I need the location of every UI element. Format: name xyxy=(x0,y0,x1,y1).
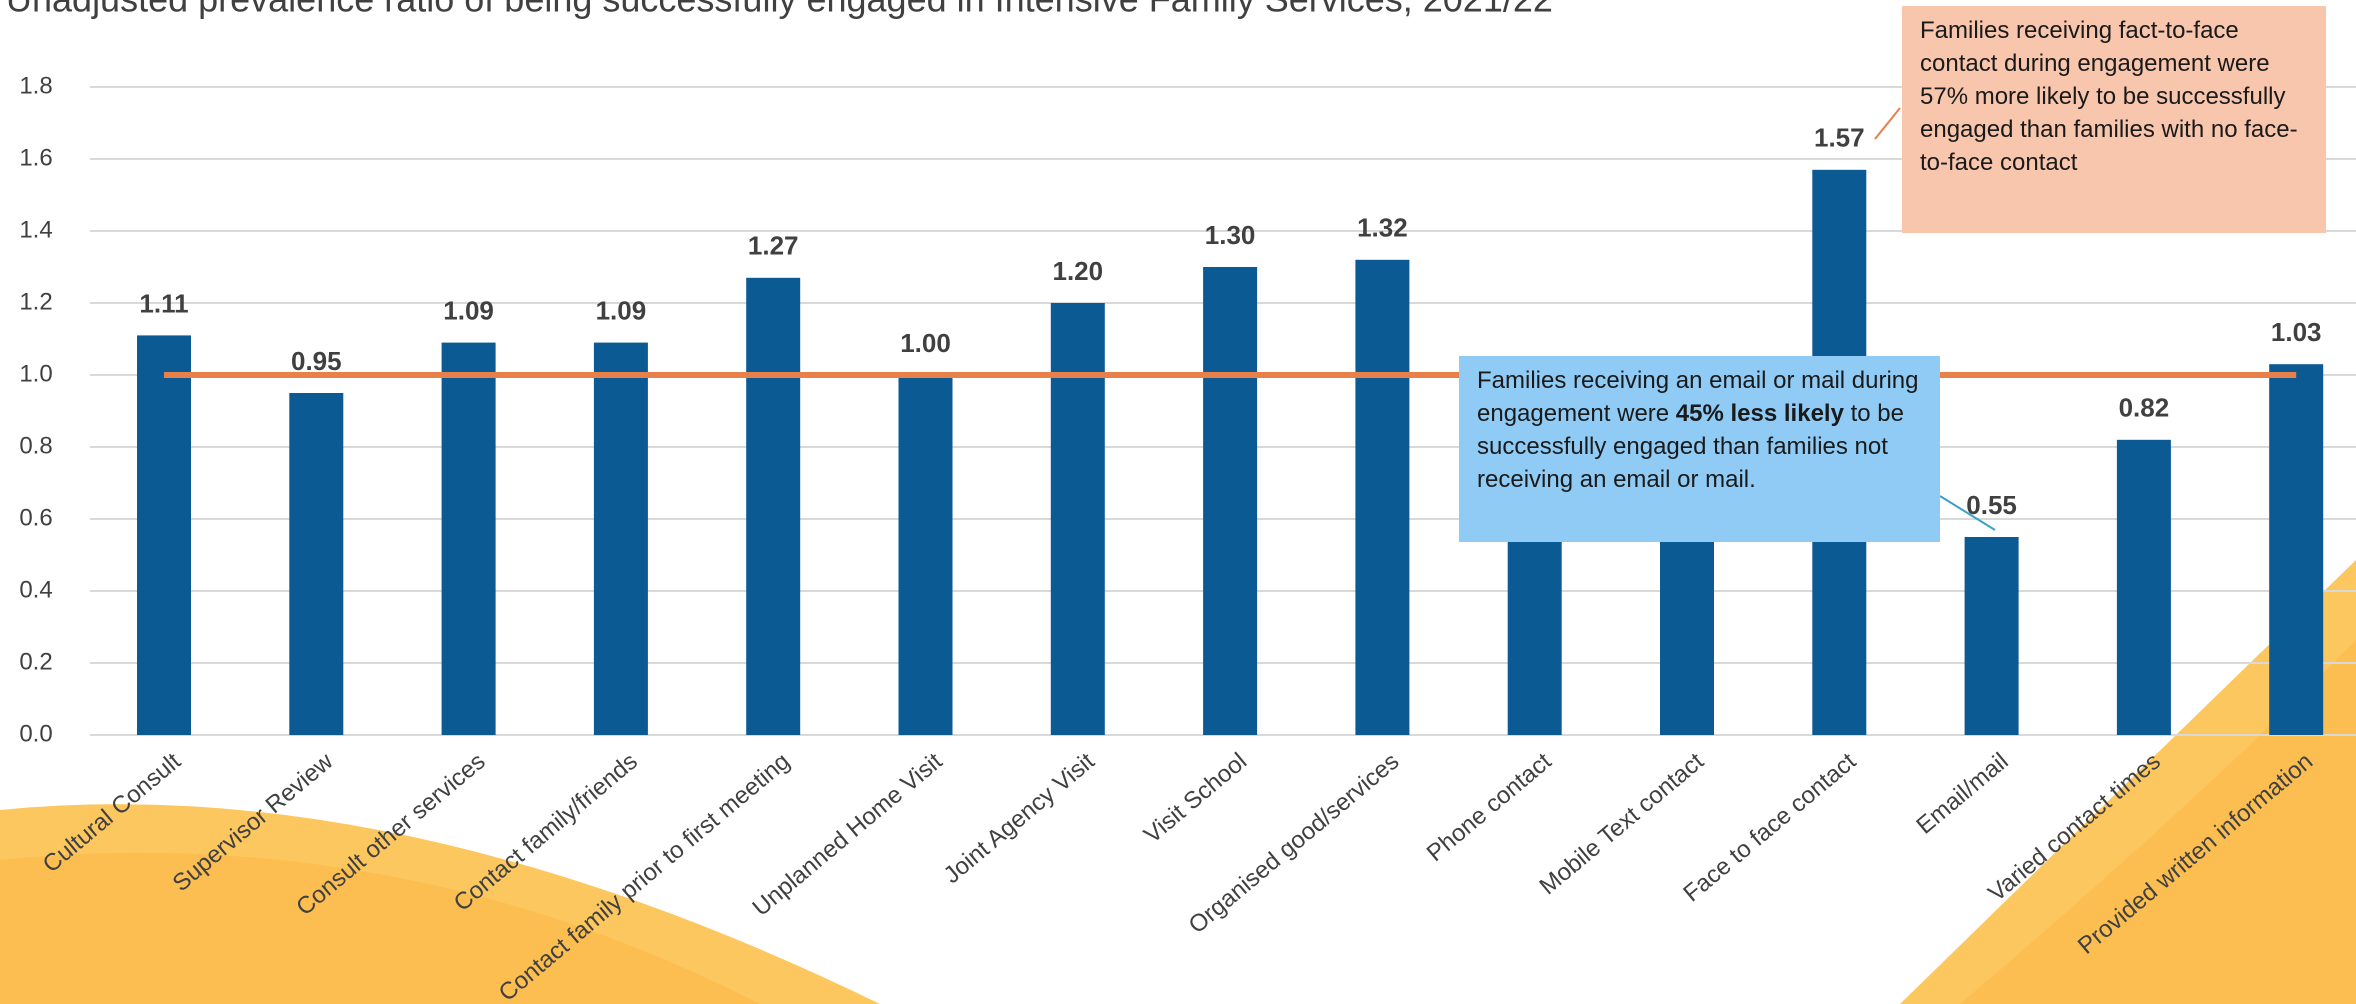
data-label: 1.20 xyxy=(1052,256,1103,286)
annotation: Families receiving an email or mail duri… xyxy=(1459,356,1940,542)
data-label: 1.27 xyxy=(748,231,799,261)
chart-title: Unadjusted prevalence ratio of being suc… xyxy=(6,0,1553,20)
bar xyxy=(1050,303,1105,735)
background-wave xyxy=(0,852,760,1004)
annotation-text: to be successfully engaged than families… xyxy=(1477,400,1904,493)
data-label: 1.30 xyxy=(1205,220,1256,250)
y-tick-label: 0.0 xyxy=(19,720,52,747)
y-tick-label: 0.8 xyxy=(19,432,52,459)
data-label: 1.11 xyxy=(139,288,188,318)
y-tick-label: 1.8 xyxy=(19,72,52,99)
y-tick-label: 0.2 xyxy=(19,648,52,675)
x-tick-label: Face to face contact xyxy=(1678,748,1861,908)
x-tick-label: Email/mail xyxy=(1911,748,2013,840)
bar xyxy=(441,342,496,735)
y-tick-label: 1.6 xyxy=(19,144,52,171)
bar xyxy=(593,342,648,735)
y-tick-label: 1.4 xyxy=(19,216,52,243)
y-tick-label: 0.6 xyxy=(19,504,52,531)
data-label: 1.03 xyxy=(2271,317,2322,347)
data-label: 1.57 xyxy=(1814,123,1865,153)
bar xyxy=(137,335,191,735)
bar xyxy=(289,393,344,735)
leader-line xyxy=(1874,107,1901,140)
annotation-text: Families receiving fact-to-face contact … xyxy=(1920,17,2298,176)
bar xyxy=(1964,537,2019,735)
data-label: 1.09 xyxy=(596,295,647,325)
bar xyxy=(1355,259,1410,735)
bar xyxy=(898,375,953,735)
x-tick-label: Joint Agency Visit xyxy=(939,748,1100,890)
y-tick-label: 0.4 xyxy=(19,576,52,603)
bar xyxy=(2269,364,2324,735)
data-label: 0.82 xyxy=(2119,393,2170,423)
data-label: 1.32 xyxy=(1357,213,1408,243)
data-label: 0.55 xyxy=(1966,490,2017,520)
data-label: 0.95 xyxy=(291,346,342,376)
y-tick-label: 1.0 xyxy=(19,360,52,387)
background-wave xyxy=(1960,640,2356,1004)
data-label: 1.00 xyxy=(900,328,951,358)
annotation-text: 45% less likely xyxy=(1675,400,1844,427)
annotation-text: Families receiving an email or mail duri… xyxy=(1477,367,1919,427)
y-tick-label: 1.2 xyxy=(19,288,52,315)
bar xyxy=(1203,267,1258,735)
x-tick-label: Visit School xyxy=(1139,748,1252,849)
bar xyxy=(2116,439,2171,735)
annotation: Families receiving fact-to-face contact … xyxy=(1902,6,2326,233)
leader-line xyxy=(1939,495,1996,531)
x-tick-label: Phone contact xyxy=(1422,748,1557,868)
data-label: 1.09 xyxy=(443,295,494,325)
x-tick-label: Mobile Text contact xyxy=(1535,748,1710,901)
bar xyxy=(746,277,801,735)
